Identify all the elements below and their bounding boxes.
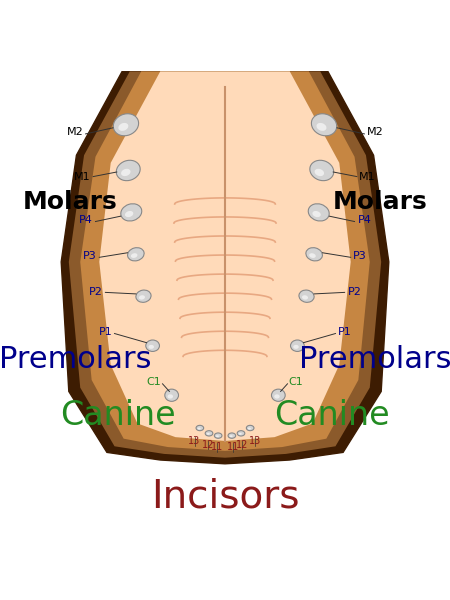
Text: Premolars: Premolars xyxy=(0,345,151,374)
Ellipse shape xyxy=(315,169,324,176)
Ellipse shape xyxy=(316,123,326,131)
Text: M1: M1 xyxy=(359,172,376,182)
Text: P2: P2 xyxy=(347,287,361,298)
Ellipse shape xyxy=(306,248,322,261)
Text: P4: P4 xyxy=(357,215,371,225)
Ellipse shape xyxy=(312,211,321,217)
Text: P1: P1 xyxy=(338,327,351,337)
Ellipse shape xyxy=(146,340,159,352)
Ellipse shape xyxy=(121,169,130,176)
Polygon shape xyxy=(69,71,381,458)
Ellipse shape xyxy=(113,114,139,136)
Ellipse shape xyxy=(238,433,242,435)
Ellipse shape xyxy=(228,433,236,438)
Polygon shape xyxy=(80,71,370,451)
Text: M2: M2 xyxy=(67,127,83,137)
Ellipse shape xyxy=(246,425,254,431)
Text: Molars: Molars xyxy=(23,190,118,214)
Text: Premolars: Premolars xyxy=(299,345,450,374)
Ellipse shape xyxy=(131,253,137,258)
Ellipse shape xyxy=(136,290,151,302)
Ellipse shape xyxy=(148,345,154,349)
Text: P2: P2 xyxy=(89,287,103,298)
Ellipse shape xyxy=(311,114,337,136)
Text: C1: C1 xyxy=(147,377,162,386)
Text: 12: 12 xyxy=(236,440,248,450)
Ellipse shape xyxy=(139,295,145,299)
Ellipse shape xyxy=(274,394,280,398)
Text: 13: 13 xyxy=(189,436,201,446)
Text: M1: M1 xyxy=(74,172,91,182)
Ellipse shape xyxy=(302,295,308,299)
Ellipse shape xyxy=(248,428,251,430)
Ellipse shape xyxy=(230,435,233,437)
Ellipse shape xyxy=(198,428,201,430)
Text: 12: 12 xyxy=(202,440,214,450)
Text: P3: P3 xyxy=(83,251,97,261)
Polygon shape xyxy=(99,71,351,441)
Text: P1: P1 xyxy=(99,327,112,337)
Ellipse shape xyxy=(214,433,222,438)
Ellipse shape xyxy=(271,389,285,401)
Ellipse shape xyxy=(167,394,173,398)
Ellipse shape xyxy=(205,431,213,436)
Ellipse shape xyxy=(309,253,316,258)
Ellipse shape xyxy=(308,204,329,221)
Text: 13: 13 xyxy=(249,436,261,446)
Text: Molars: Molars xyxy=(332,190,427,214)
Ellipse shape xyxy=(291,340,304,352)
Ellipse shape xyxy=(196,425,204,431)
Text: Canine: Canine xyxy=(274,400,390,433)
Ellipse shape xyxy=(237,431,245,436)
Polygon shape xyxy=(61,71,389,464)
Ellipse shape xyxy=(121,204,142,221)
Text: C1: C1 xyxy=(288,377,303,386)
Text: P4: P4 xyxy=(79,215,93,225)
Text: 11: 11 xyxy=(226,442,239,452)
Ellipse shape xyxy=(125,211,133,217)
Ellipse shape xyxy=(299,290,314,302)
Ellipse shape xyxy=(118,123,128,131)
Ellipse shape xyxy=(216,435,219,437)
Ellipse shape xyxy=(128,248,144,261)
Ellipse shape xyxy=(165,389,179,401)
Ellipse shape xyxy=(293,345,299,349)
Text: P3: P3 xyxy=(353,251,367,261)
Text: Incisors: Incisors xyxy=(151,478,299,515)
Ellipse shape xyxy=(116,160,140,181)
Ellipse shape xyxy=(310,160,334,181)
Text: M2: M2 xyxy=(367,127,383,137)
Text: 11: 11 xyxy=(211,442,224,452)
Text: Canine: Canine xyxy=(60,400,176,433)
Ellipse shape xyxy=(207,433,210,435)
